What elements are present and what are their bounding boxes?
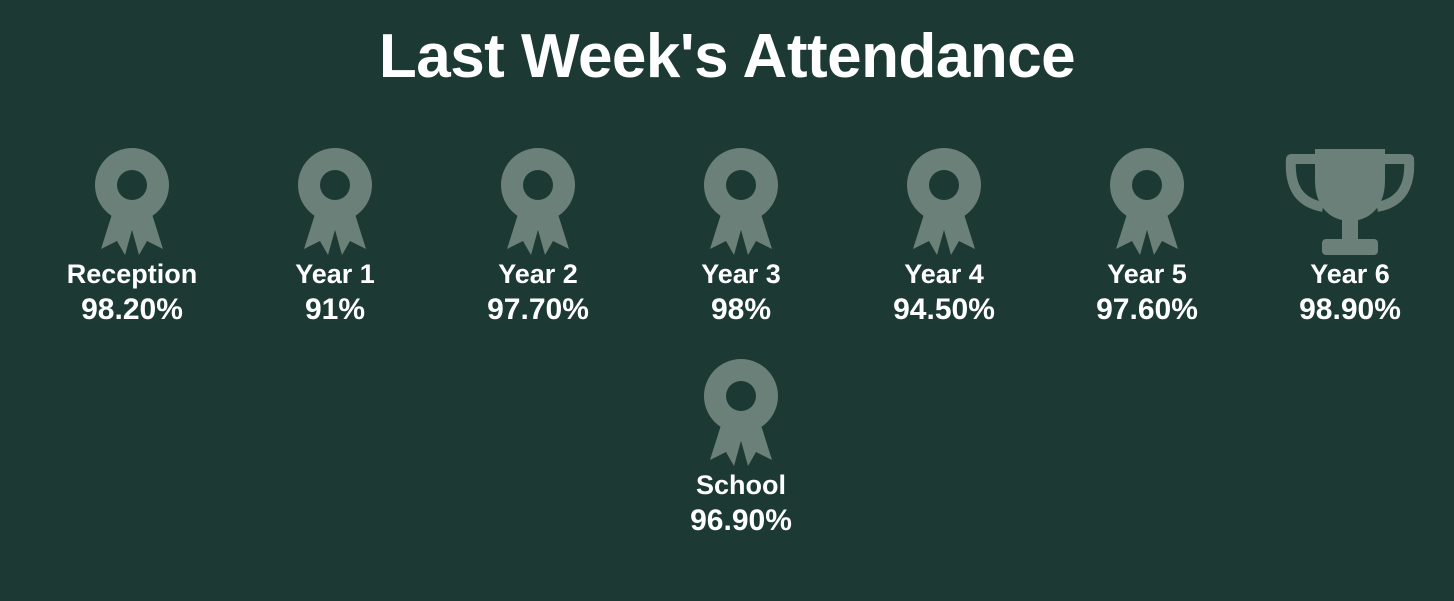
school-attendance-value: 96.90%: [690, 504, 792, 537]
attendance-card-reception: Reception 98.20%: [42, 145, 222, 327]
page-title: Last Week's Attendance: [378, 22, 1076, 91]
class-label: Year 4: [904, 259, 984, 289]
class-label: Reception: [66, 259, 198, 289]
ribbon-award-icon: [1057, 145, 1237, 257]
class-label: Year 6: [1310, 259, 1390, 289]
attendance-card-school: School 96.90%: [651, 356, 831, 538]
class-label: Year 3: [701, 259, 781, 289]
trophy-icon: [1260, 145, 1440, 257]
ribbon-award-icon: [651, 356, 831, 468]
ribbon-award-icon: [448, 145, 628, 257]
attendance-card-year-2: Year 2 97.70%: [448, 145, 628, 327]
attendance-value: 97.60%: [1096, 293, 1198, 326]
attendance-value: 94.50%: [893, 293, 995, 326]
class-label: Year 1: [295, 259, 375, 289]
ribbon-award-icon: [651, 145, 831, 257]
attendance-value: 91%: [304, 293, 366, 326]
ribbon-award-icon: [854, 145, 1034, 257]
ribbon-award-icon: [42, 145, 222, 257]
attendance-card-year-6: Year 6 98.90%: [1260, 145, 1440, 327]
school-label: School: [695, 470, 786, 500]
attendance-card-year-3: Year 3 98%: [651, 145, 831, 327]
attendance-card-year-4: Year 4 94.50%: [854, 145, 1034, 327]
attendance-value: 98.90%: [1299, 293, 1401, 326]
attendance-value: 98%: [710, 293, 772, 326]
ribbon-award-icon: [245, 145, 425, 257]
class-label: Year 5: [1107, 259, 1187, 289]
attendance-card-year-5: Year 5 97.60%: [1057, 145, 1237, 327]
class-label: Year 2: [498, 259, 578, 289]
attendance-value: 98.20%: [81, 293, 183, 326]
attendance-card-year-1: Year 1 91%: [245, 145, 425, 327]
attendance-value: 97.70%: [487, 293, 589, 326]
